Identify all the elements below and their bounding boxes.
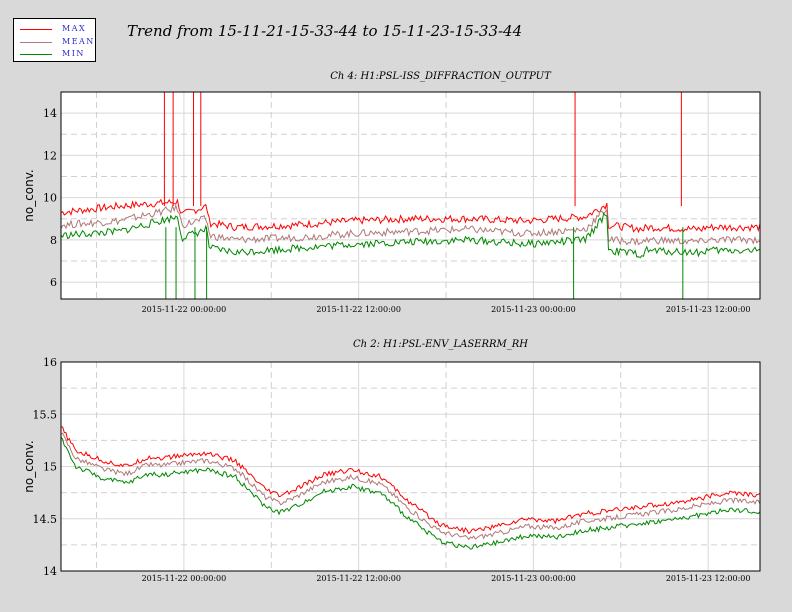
y-tick-label: 14 [43,107,57,120]
legend-item-mean: MEAN [20,37,95,49]
legend-swatch-max [20,29,52,30]
y-axis-label: no_conv. [22,169,36,221]
series-line-min [60,212,761,259]
x-tick-label: 2015-11-23 00:00:00 [491,574,576,583]
legend-swatch-mean [20,42,52,43]
y-tick-label: 16 [43,356,57,369]
panel-title: Ch 4: H1:PSL-ISS_DIFFRACTION_OUTPUT [330,71,552,82]
y-tick-label: 15.5 [33,408,58,421]
series-line-max [60,198,761,234]
y-tick-label: 14 [43,565,57,578]
y-tick-label: 12 [43,149,57,162]
plot-frame [60,91,761,300]
plot-frame [60,361,761,572]
x-tick-label: 2015-11-22 12:00:00 [316,305,401,314]
panel-title: Ch 2: H1:PSL-ENV_LASERRM_RH [353,339,528,350]
chart-panel-2: 14 14.5 15 15.5 16 2015-11-22 00:00:00 2015-11… [22,339,761,583]
legend-item-min: MIN [20,49,95,61]
y-tick-label: 14.5 [33,513,58,526]
series-line-mean [60,432,761,541]
legend-item-max: MAX [20,24,95,36]
y-tick-label: 10 [43,192,57,205]
main-title: Trend from 15-11-21-15-33-44 to 15-11-23… [127,22,523,40]
y-tick-label: 6 [50,276,57,289]
legend-swatch-min [20,54,52,55]
legend-label-min: MIN [62,49,85,58]
x-tick-label: 2015-11-22 00:00:00 [142,574,227,583]
y-tick-label: 15 [43,461,57,474]
x-tick-label: 2015-11-23 12:00:00 [666,574,751,583]
x-tick-label: 2015-11-23 00:00:00 [491,305,576,314]
x-tick-label: 2015-11-22 00:00:00 [142,305,227,314]
y-axis-label: no_conv. [22,440,36,492]
x-tick-label: 2015-11-23 12:00:00 [666,305,751,314]
plot-area [61,92,760,299]
series-line-min [60,436,761,550]
legend: MAX MEAN MIN [13,18,96,62]
x-tick-label: 2015-11-22 12:00:00 [316,574,401,583]
legend-label-mean: MEAN [62,37,95,46]
y-tick-label: 8 [50,234,57,247]
legend-label-max: MAX [62,24,87,33]
series-line-max [60,426,761,535]
series-line-mean [60,203,761,247]
chart-panel-1: 6 8 10 12 14 2015-11-22 00:00:00 2015-11-22 12… [22,71,761,314]
